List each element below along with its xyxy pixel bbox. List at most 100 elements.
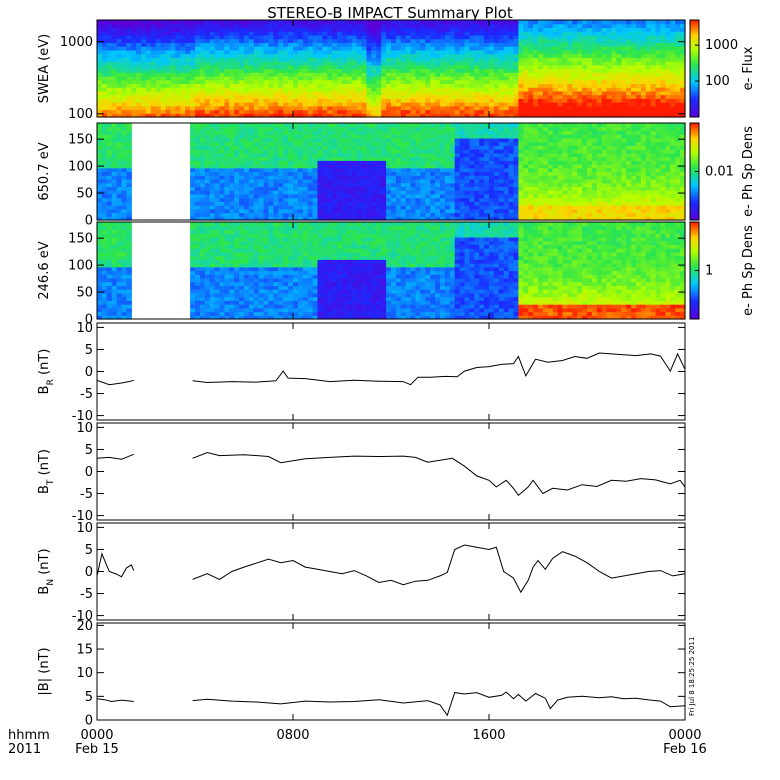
spectrogram-cell [547,109,554,114]
spectrogram-cell [111,31,118,36]
spectrogram-cell [150,57,157,62]
spectrogram-cell [165,72,172,77]
spectrogram-cell [248,90,255,96]
spectrogram-cell [273,64,279,70]
spectrogram-cell [111,123,118,128]
spectrogram-cell [366,216,372,221]
spectrogram-cell [263,34,270,40]
spectrogram-cell [302,94,309,99]
spectrogram-cell [660,64,666,70]
spectrogram-cell [283,87,289,92]
spectrogram-cell [533,68,539,73]
spectrogram-cell [253,61,260,66]
spectrogram-cell [248,190,255,195]
spectrogram-cell [626,34,632,40]
spectrogram-cell [444,90,451,96]
spectrogram-cell [459,123,466,128]
spectrogram-cell [337,201,343,206]
spectrogram-cell [361,49,368,55]
spectrogram-cell [444,61,451,66]
spectrogram-cell [121,186,127,191]
spectrogram-cell [376,83,382,88]
spectrogram-cell [621,27,627,32]
spectrogram-cell [371,20,377,25]
spectrogram-cell [263,105,270,111]
spectrogram-cell [572,49,578,55]
spectrogram-cell [680,31,686,36]
spectrogram-cell [111,42,118,47]
spectrogram-cell [351,175,358,180]
spectrogram-cell [229,141,235,146]
spectrogram-cell [489,201,495,206]
spectrogram-cell [420,156,426,161]
spectrogram-cell [327,72,333,77]
spectrogram-cell [239,94,245,99]
spectrogram-cell [190,134,196,139]
spectrogram-cell [106,64,113,70]
spectrogram-cell [302,113,309,118]
spectrogram-cell [665,79,671,85]
spectrogram-cell [415,193,421,199]
spectrogram-cell [204,193,211,199]
spectrogram-cell [640,90,647,96]
spectrogram-cell [596,34,603,40]
spectrogram-cell [322,72,328,77]
spectrogram-cell [454,79,461,85]
spectrogram-cell [645,105,652,111]
spectrogram-cell [224,178,230,184]
spectrogram-cell [322,197,328,202]
spectrogram-cell [273,201,279,206]
spectrogram-cell [199,113,206,118]
spectrogram-cell [209,75,216,81]
spectrogram-cell [185,113,191,118]
spectrogram-cell [356,208,363,214]
spectrogram-cell [616,49,622,55]
spectrogram-cell [498,141,505,146]
spectrogram-cell [302,156,309,161]
spectrogram-cells [97,20,686,118]
spectrogram-cell [366,149,372,154]
spectrogram-cell [351,102,358,107]
spectrogram-cell [204,87,211,92]
spectrogram-cell [444,46,451,51]
spectrogram-cell [268,79,274,85]
spectrogram-cell [405,61,412,66]
spectrogram-cell [253,38,260,43]
spectrogram-cell [542,20,549,25]
spectrogram-cell [601,53,608,58]
spectrogram-cell [680,79,686,85]
spectrogram-cell [121,61,127,66]
spectrogram-cell [444,171,451,176]
spectrogram-cell [528,109,534,114]
spectrogram-cell [498,94,505,99]
spectrogram-cell [538,57,544,62]
spectrogram-cell [244,27,250,32]
spectrogram-cell [498,208,505,214]
spectrogram-cell [489,167,495,173]
spectrogram-cell [636,31,642,36]
spectrogram-cell [214,83,221,88]
spectrogram-cell [493,83,500,88]
spectrogram-cell [253,102,260,107]
spectrogram-cell [542,49,549,55]
spectrogram-cell [366,141,372,146]
spectrogram-cell [199,208,206,214]
spectrogram-cell [395,38,402,43]
spectrogram-cell [111,208,118,214]
spectrogram-cell [302,23,309,29]
spectrogram-cell [258,182,265,188]
spectrogram-cell [508,49,515,55]
spectrogram-cell [484,64,490,70]
spectrogram-cell [484,208,490,214]
spectrogram-cell [356,79,363,85]
spectrogram-cell [175,64,181,70]
spectrogram-cell [381,175,387,180]
spectrogram-cell [484,178,490,184]
spectrogram-cell [444,152,451,158]
spectrogram-cell [650,31,657,36]
spectrogram-cell [386,20,392,25]
spectrogram-cell [131,31,137,36]
spectrogram-cell [346,164,353,169]
spectrogram-cell [297,123,304,128]
spectrogram-cell [542,46,549,51]
